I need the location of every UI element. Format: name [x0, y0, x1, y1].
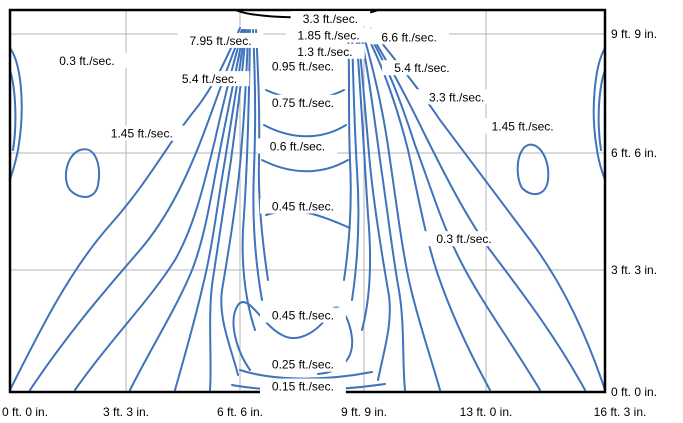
y-tick-label: 3 ft. 3 in.: [611, 263, 657, 277]
y-axis-ticks: 0 ft. 0 in. 3 ft. 3 in. 6 ft. 6 in. 9 ft. 9…: [611, 27, 657, 399]
contour-mid-bowl: [232, 301, 354, 375]
contour-label-bg: [369, 29, 449, 45]
contour-left-loop: [64, 148, 100, 198]
contour-label: 7.95 ft./sec.: [190, 34, 252, 48]
x-tick-label: 6 ft. 6 in.: [217, 405, 263, 419]
contour-label: 0.45 ft./sec.: [272, 309, 334, 323]
contour-label-bg: [285, 43, 365, 59]
contour-labels: 3.3 ft./sec. 1.85 ft./sec. 7.95 ft./sec. 6.…: [47, 11, 566, 394]
contour-center-6: [239, 369, 373, 380]
contour-label-bg: [259, 307, 346, 323]
contour-label: 0.45 ft./sec.: [272, 199, 334, 213]
contour-label: 0.95 ft./sec.: [272, 59, 334, 73]
contour-label: 6.6 ft./sec.: [381, 30, 436, 44]
contour-label-bg: [98, 125, 185, 141]
contour-center-5: [265, 209, 351, 229]
contour-label: 0.75 ft./sec.: [272, 96, 334, 110]
x-tick-label: 13 ft. 0 in.: [460, 405, 513, 419]
contour-right-9: [351, 29, 360, 301]
contour-label: 0.6 ft./sec.: [270, 139, 325, 153]
x-tick-label: 0 ft. 0 in.: [2, 405, 48, 419]
contour-label: 3.3 ft./sec.: [303, 12, 358, 26]
contour-right-10: [343, 29, 352, 281]
contour-label: 1.45 ft./sec.: [111, 127, 173, 141]
contour-label-bg: [479, 118, 566, 134]
contour-left-wall-1: [9, 47, 23, 181]
contour-label-bg: [177, 32, 264, 48]
contour-label: 0.15 ft./sec.: [272, 380, 334, 394]
contour-label-bg: [424, 231, 504, 247]
contour-right-wall-1: [592, 47, 606, 181]
contour-label-bg: [169, 71, 250, 87]
contour-right-2: [367, 29, 586, 391]
contour-right-7: [357, 29, 391, 381]
contour-label: 1.45 ft./sec.: [492, 119, 554, 133]
x-tick-label: 3 ft. 3 in.: [103, 405, 149, 419]
y-tick-label: 9 ft. 9 in.: [611, 27, 657, 41]
contour-label-bg: [290, 11, 371, 27]
contour-center-4: [261, 159, 349, 173]
contour-label-bg: [259, 198, 346, 214]
contour-right-5: [361, 29, 441, 391]
contour-label: 1.3 ft./sec.: [297, 45, 352, 59]
contour-left-9: [252, 29, 263, 301]
contour-left-4: [129, 29, 245, 391]
contour-label-bg: [259, 378, 346, 394]
contour-label-bg: [416, 89, 497, 105]
contour-label: 5.4 ft./sec.: [182, 72, 237, 86]
contour-lines: [9, 27, 606, 392]
contour-right-3: [365, 29, 541, 391]
contour-right-8: [355, 29, 371, 331]
contour-left-5: [174, 29, 246, 391]
contour-label: 1.85 ft./sec.: [298, 28, 360, 42]
contour-right-wall-2: [597, 69, 606, 151]
x-tick-label: 9 ft. 9 in.: [341, 405, 387, 419]
contour-right-4: [363, 29, 491, 391]
contour-label-bg: [382, 60, 462, 76]
y-tick-label: 0 ft. 0 in.: [611, 385, 657, 399]
contour-label: 5.4 ft./sec.: [394, 61, 449, 75]
contour-left-8: [241, 29, 256, 331]
contour-left-3: [74, 29, 244, 391]
y-tick-label: 6 ft. 6 in.: [611, 146, 657, 160]
contour-right-loop: [516, 143, 550, 196]
x-tick-label: 16 ft. 3 in.: [594, 405, 647, 419]
contour-label: 0.3 ft./sec.: [59, 54, 114, 68]
contour-right-6: [359, 29, 406, 391]
contour-label-bg: [47, 52, 127, 68]
contour-label-bg: [259, 356, 346, 372]
x-axis-ticks: 0 ft. 0 in. 3 ft. 3 in. 6 ft. 6 in. 9 ft. 9…: [2, 405, 646, 419]
contour-left-6: [209, 29, 247, 391]
contour-left-7: [220, 29, 249, 376]
contour-left-10: [255, 29, 269, 281]
contour-label-bg: [259, 58, 346, 74]
contour-label-bg: [259, 94, 346, 110]
contour-label-bg: [257, 138, 338, 154]
contour-label: 0.25 ft./sec.: [272, 358, 334, 372]
contour-right-1: [369, 27, 606, 391]
contour-left-wall-2: [9, 69, 17, 151]
contour-label: 0.3 ft./sec.: [436, 232, 491, 246]
contour-label: 3.3 ft./sec.: [429, 90, 484, 104]
contour-label-bg: [285, 27, 372, 43]
contour-center-3: [263, 124, 347, 138]
